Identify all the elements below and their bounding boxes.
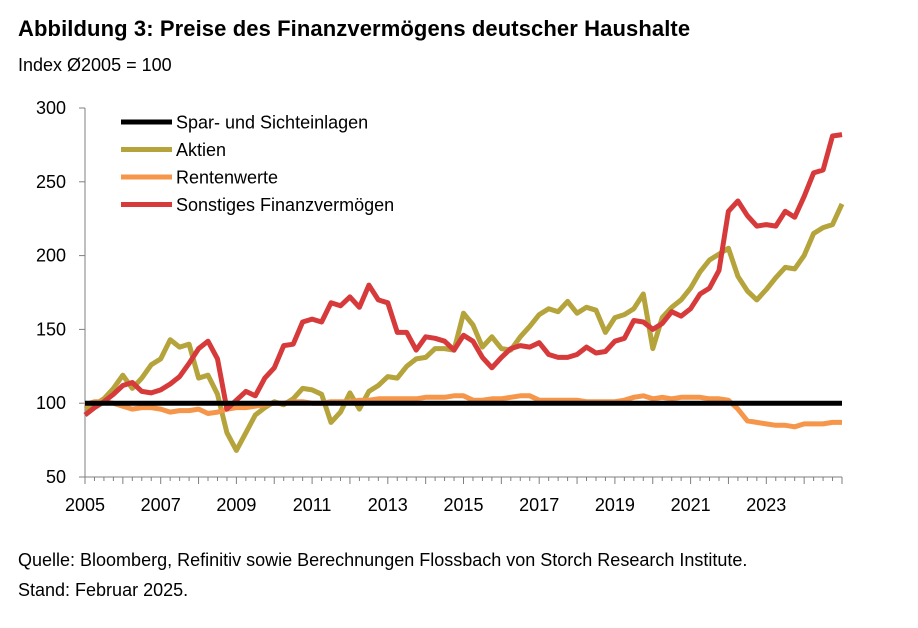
y-tick-label: 50 [46,467,66,487]
x-tick-label: 2019 [595,495,635,515]
x-tick-label: 2005 [65,495,105,515]
footnote: Quelle: Bloomberg, Refinitiv sowie Berec… [18,545,898,605]
y-tick-label: 300 [36,98,66,118]
chart-subtitle: Index Ø2005 = 100 [18,55,172,75]
legend-label: Rentenwerte [176,168,278,188]
stand-note: Stand: Februar 2025. [18,580,189,600]
x-tick-label: 2017 [519,495,559,515]
x-tick-label: 2021 [671,495,711,515]
y-tick-label: 250 [36,172,66,192]
y-tick-label: 150 [36,319,66,339]
source-note: Quelle: Bloomberg, Refinitiv sowie Berec… [18,550,748,570]
y-tick-label: 200 [36,246,66,266]
y-tick-label: 100 [36,393,66,413]
chart-title: Abbildung 3: Preise des Finanzvermögens … [18,16,691,41]
x-tick-label: 2023 [746,495,786,515]
x-tick-label: 2013 [368,495,408,515]
series-line-rentenwerte [84,393,842,430]
x-tick-label: 2007 [141,495,181,515]
legend-label: Aktien [176,140,226,160]
series-line-sonstiges-finanzvermögen [83,132,843,417]
x-tick-label: 2015 [443,495,483,515]
legend-label: Sonstiges Finanzvermögen [176,195,394,215]
x-tick-label: 2011 [293,495,332,515]
series-line-aktien [83,202,845,453]
legend-label: Spar- und Sichteinlagen [176,113,368,133]
line-chart: 50 100 150 200 250 300 2005 2007 2009 2011 2013 201… [36,98,845,515]
x-tick-label: 2009 [216,495,256,515]
